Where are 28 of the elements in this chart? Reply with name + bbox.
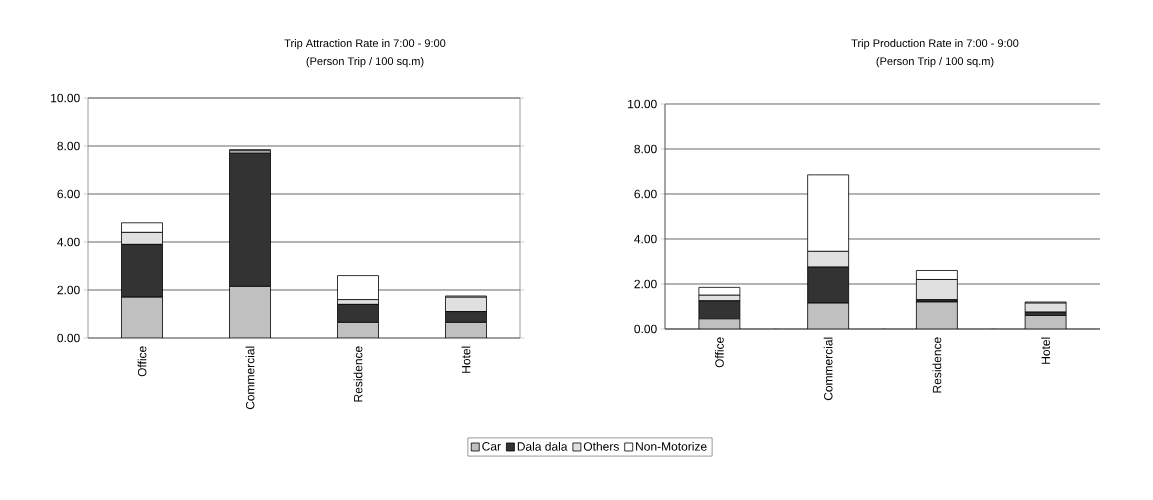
chart-title: Trip Attraction Rate in 7:00 - 9:00 xyxy=(284,39,446,50)
y-tick-label: 10.00 xyxy=(628,99,657,109)
y-tick-label: 6.00 xyxy=(57,189,80,199)
legend-label: Car xyxy=(482,442,501,451)
y-tick-label: 2.00 xyxy=(57,285,80,295)
x-tick-label: Hotel xyxy=(461,346,471,373)
legend-label: Dala dala xyxy=(517,441,568,451)
legend-label: Others xyxy=(583,441,619,451)
y-tick-label: 0.00 xyxy=(634,324,657,334)
y-tick-label: 10.00 xyxy=(51,93,80,103)
x-tick-label: Residence xyxy=(353,346,363,402)
chart-subtitle: (Person Trip / 100 sq.m) xyxy=(876,57,994,68)
y-tick-label: 8.00 xyxy=(57,141,80,151)
y-tick-label: 8.00 xyxy=(634,144,657,154)
y-tick-label: 4.00 xyxy=(634,234,657,244)
chart-title: Trip Production Rate in 7:00 - 9:00 xyxy=(851,39,1019,50)
y-tick-label: 0.00 xyxy=(57,333,80,343)
chart-subtitle: (Person Trip / 100 sq.m) xyxy=(306,57,424,68)
x-tick-label: Office xyxy=(137,346,147,377)
x-tick-label: Hotel xyxy=(1041,337,1051,364)
y-tick-label: 6.00 xyxy=(634,189,657,199)
x-tick-label: Office xyxy=(714,337,724,368)
y-tick-label: 4.00 xyxy=(57,237,80,247)
legend-label: Non-Motorize xyxy=(636,441,707,451)
x-tick-label: Residence xyxy=(932,337,942,393)
y-tick-label: 2.00 xyxy=(634,279,657,289)
x-tick-label: Commercial xyxy=(245,346,255,410)
x-tick-label: Commercial xyxy=(823,337,833,401)
